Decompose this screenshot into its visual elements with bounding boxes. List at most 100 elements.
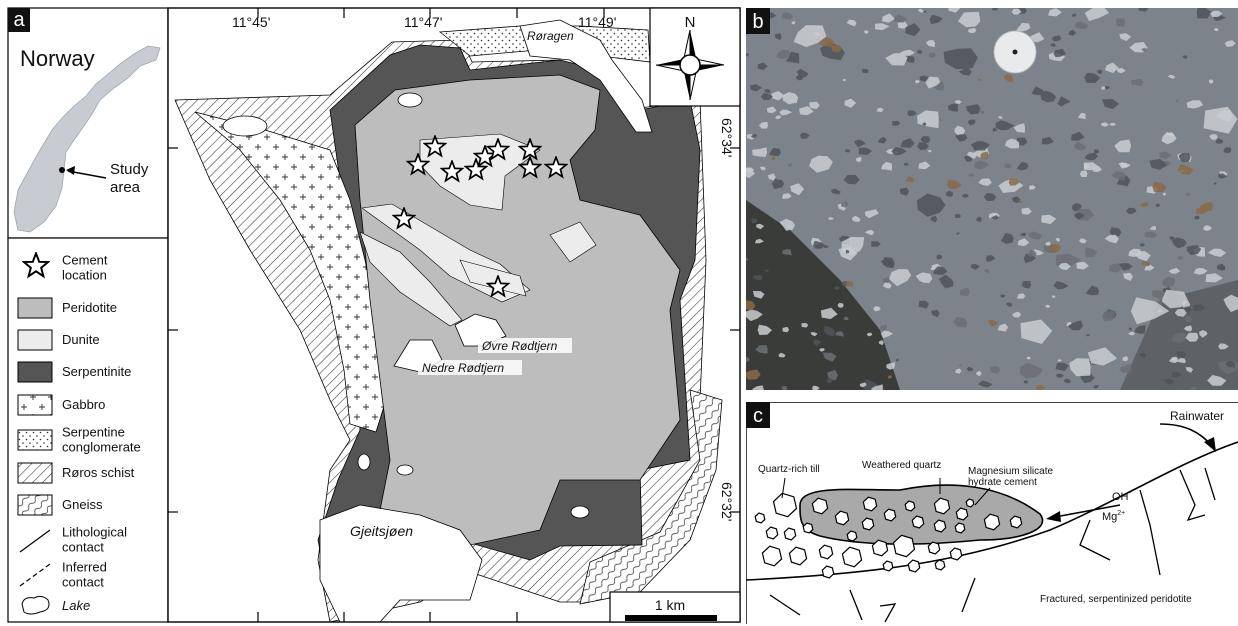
rock bbox=[1071, 131, 1085, 141]
rock bbox=[963, 155, 973, 162]
rock bbox=[876, 107, 884, 113]
rock bbox=[752, 147, 767, 157]
rock bbox=[904, 176, 915, 183]
rock bbox=[917, 110, 939, 129]
rock bbox=[809, 101, 820, 109]
rock bbox=[985, 255, 996, 262]
rock bbox=[1026, 250, 1037, 257]
rock bbox=[958, 68, 972, 76]
clast bbox=[883, 508, 897, 522]
rock bbox=[1040, 90, 1057, 103]
rock bbox=[1135, 251, 1151, 262]
rock bbox=[845, 280, 855, 287]
rock bbox=[810, 332, 818, 337]
clast bbox=[834, 510, 850, 526]
rock bbox=[1157, 309, 1163, 313]
rock bbox=[930, 215, 938, 223]
north-arrow: N bbox=[649, 7, 741, 107]
rock bbox=[746, 300, 756, 311]
clast bbox=[783, 527, 797, 541]
clast bbox=[802, 522, 814, 534]
weathered-label: Weathered quartz bbox=[862, 460, 941, 471]
rock bbox=[1057, 359, 1062, 362]
rock bbox=[984, 269, 990, 274]
rock bbox=[1114, 139, 1132, 153]
clast bbox=[933, 519, 947, 533]
rock bbox=[1023, 380, 1029, 384]
rock bbox=[790, 183, 805, 196]
rock bbox=[782, 92, 799, 105]
rock bbox=[841, 200, 849, 208]
rock bbox=[813, 240, 826, 249]
clast bbox=[949, 547, 963, 561]
rock bbox=[853, 139, 866, 148]
rock bbox=[764, 269, 770, 272]
rock bbox=[1016, 293, 1026, 299]
rock bbox=[1080, 170, 1088, 178]
rock bbox=[923, 10, 927, 13]
rock bbox=[966, 104, 981, 115]
outcrop-photo: b bbox=[746, 8, 1238, 390]
rock bbox=[992, 8, 999, 11]
rock bbox=[1178, 358, 1186, 364]
rock bbox=[1011, 8, 1022, 15]
rock bbox=[1193, 304, 1206, 312]
rock bbox=[779, 218, 796, 231]
rock bbox=[1171, 237, 1187, 249]
rock bbox=[1030, 32, 1045, 43]
clast bbox=[765, 526, 779, 540]
rock bbox=[1016, 161, 1029, 171]
rock bbox=[1050, 43, 1056, 47]
rock bbox=[1118, 162, 1128, 169]
rock bbox=[1019, 200, 1023, 204]
rock bbox=[746, 258, 749, 261]
clast bbox=[954, 522, 966, 534]
rock bbox=[958, 364, 963, 367]
rock bbox=[1159, 151, 1172, 160]
rock bbox=[843, 316, 849, 321]
rock bbox=[1008, 178, 1020, 186]
rock bbox=[801, 323, 809, 328]
legend-label: Gneiss bbox=[62, 497, 103, 512]
rock bbox=[1139, 352, 1147, 359]
rock bbox=[1079, 238, 1087, 244]
rock bbox=[1108, 263, 1123, 273]
rock bbox=[928, 149, 932, 153]
rock bbox=[1092, 165, 1102, 172]
rainwater-label: Rainwater bbox=[1170, 409, 1224, 423]
rock bbox=[1101, 86, 1107, 90]
rock bbox=[837, 302, 844, 308]
clast bbox=[811, 497, 829, 515]
rock bbox=[818, 35, 835, 47]
rock bbox=[1041, 214, 1057, 225]
rock bbox=[1057, 96, 1071, 107]
rock bbox=[746, 309, 763, 322]
clast bbox=[841, 546, 863, 568]
rock bbox=[752, 291, 765, 299]
rock bbox=[865, 209, 879, 219]
rock bbox=[1151, 290, 1167, 300]
rock bbox=[1203, 225, 1212, 231]
rock bbox=[1051, 35, 1062, 42]
rock bbox=[819, 348, 825, 352]
clast bbox=[933, 497, 951, 515]
rock bbox=[864, 30, 869, 34]
rock bbox=[1071, 13, 1077, 18]
rock bbox=[785, 51, 800, 64]
rock bbox=[1218, 173, 1228, 179]
rock bbox=[933, 266, 948, 275]
rock bbox=[970, 141, 990, 151]
rock bbox=[782, 193, 792, 199]
rock bbox=[1149, 159, 1168, 170]
rock bbox=[1026, 356, 1031, 360]
study-area-label: Study bbox=[110, 161, 149, 178]
rock bbox=[1012, 311, 1022, 318]
inset-title: Norway bbox=[20, 46, 95, 71]
rock bbox=[977, 380, 993, 388]
rock bbox=[1053, 281, 1069, 290]
ion-label: Mg2+ bbox=[1102, 510, 1125, 523]
rock bbox=[977, 78, 982, 81]
rock bbox=[1182, 55, 1188, 59]
rock bbox=[1193, 267, 1208, 275]
